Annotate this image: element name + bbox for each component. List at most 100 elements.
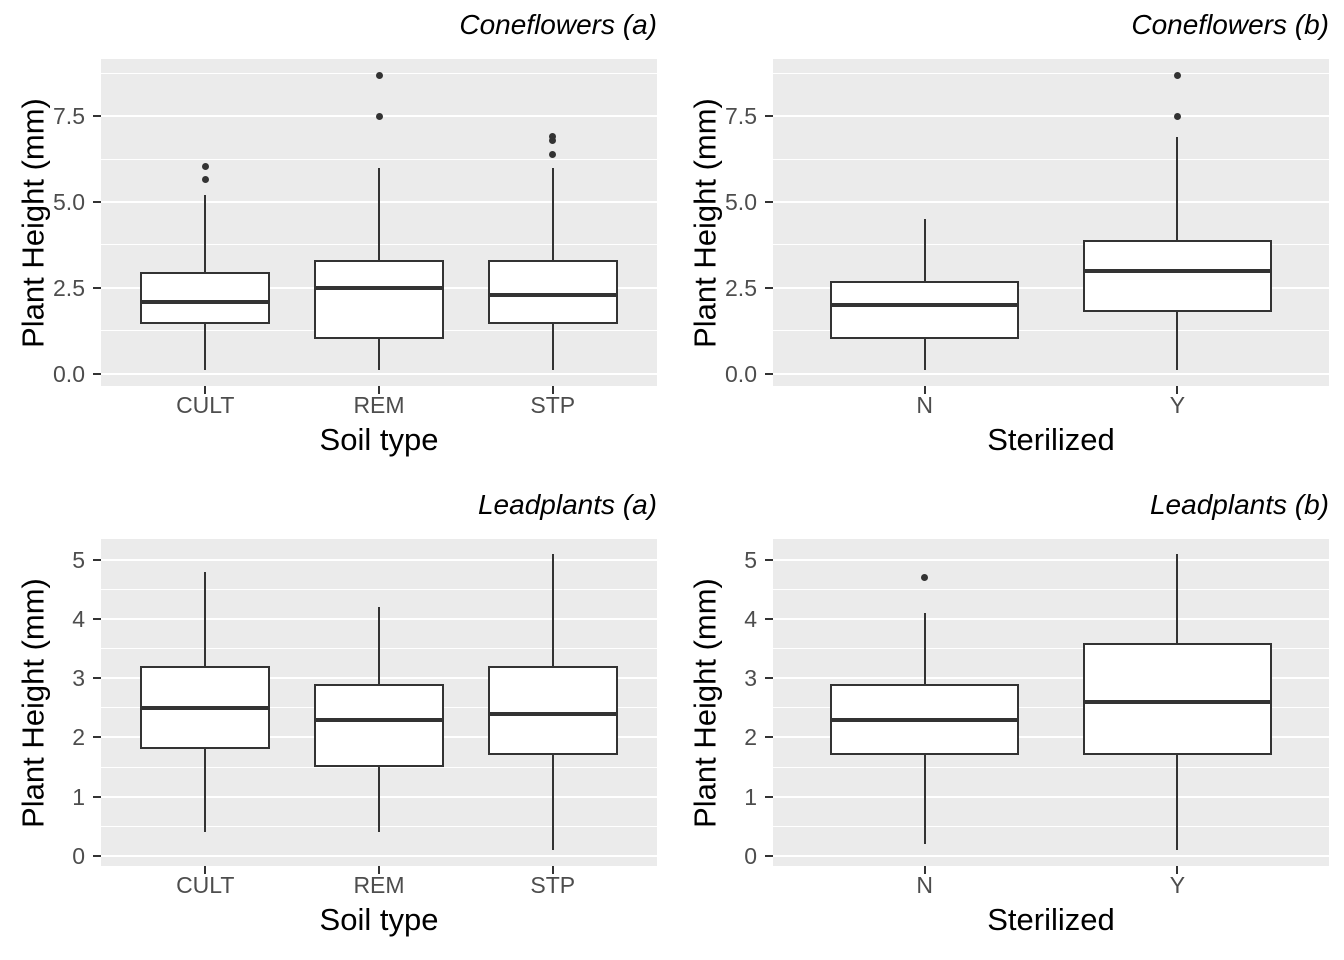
- median-line: [487, 711, 618, 716]
- y-axis-title: Plant Height (mm): [687, 578, 723, 828]
- median-line: [140, 299, 271, 304]
- median-line: [1082, 699, 1273, 704]
- median-line: [313, 285, 445, 290]
- y-tick-mark: [93, 201, 101, 204]
- x-axis-title: Soil type: [319, 422, 439, 457]
- gridline-major: [773, 617, 1329, 620]
- y-tick-label: 3: [72, 665, 85, 692]
- gridline-minor: [773, 158, 1329, 160]
- lower-whisker: [378, 767, 380, 833]
- gridline-minor: [773, 330, 1329, 332]
- box: [1082, 239, 1273, 312]
- upper-whisker: [551, 167, 554, 261]
- gridline-major: [773, 286, 1329, 289]
- panel-title: Coneflowers (a): [459, 9, 657, 40]
- x-tick-mark: [204, 386, 207, 394]
- x-tick-label: N: [916, 392, 933, 418]
- outlier-point: [549, 136, 557, 144]
- x-tick-label: Y: [1169, 392, 1186, 418]
- x-tick-label: STP: [530, 872, 576, 898]
- y-tick-mark: [765, 372, 773, 375]
- y-tick-mark: [93, 372, 101, 375]
- upper-whisker: [378, 167, 380, 261]
- outlier-point: [1173, 112, 1181, 120]
- x-tick-label: REM: [353, 872, 405, 898]
- x-axis-title: Sterilized: [987, 902, 1115, 937]
- outlier-point: [201, 162, 209, 170]
- y-tick-label: 7.5: [725, 103, 757, 130]
- box: [487, 666, 618, 756]
- y-tick-label: 0.0: [53, 360, 85, 387]
- y-tick-mark: [93, 736, 101, 739]
- upper-whisker: [1176, 553, 1179, 643]
- lower-whisker: [1176, 311, 1179, 371]
- outlier-point: [375, 71, 383, 79]
- panel-coneflowers-b: 0.0 2.5 5.0 7.5 N Y Coneflowers (b) Plant Hei…: [672, 0, 1344, 480]
- y-tick-label: 0.0: [725, 360, 757, 387]
- lower-whisker: [1176, 755, 1179, 850]
- gridline-major: [101, 558, 657, 561]
- gridline-minor: [773, 825, 1329, 827]
- median-line: [140, 705, 271, 710]
- y-tick-label: 5.0: [53, 189, 85, 216]
- gridline-major: [773, 677, 1329, 680]
- gridline-minor: [773, 72, 1329, 74]
- plot-area: 0 1 2 3 4 5 N Y: [672, 480, 1344, 960]
- gridline-minor: [773, 588, 1329, 590]
- x-tick-label: STP: [530, 392, 576, 418]
- y-tick-mark: [93, 115, 101, 118]
- median-line: [313, 717, 445, 722]
- gridline-minor: [101, 588, 657, 590]
- y-tick-mark: [765, 854, 773, 857]
- y-tick-mark: [93, 286, 101, 289]
- lower-whisker: [204, 323, 207, 371]
- panel-title: Coneflowers (b): [1131, 9, 1329, 40]
- x-tick-label: REM: [353, 392, 405, 418]
- panel-leadplants-a: 0 1 2 3 4 5 CULT REM STP Leadplants (a) Plant He…: [0, 480, 672, 960]
- x-tick-mark: [923, 386, 926, 394]
- gridline-minor: [773, 648, 1329, 650]
- gridline-major: [773, 372, 1329, 375]
- y-axis-title: Plant Height (mm): [15, 98, 51, 348]
- y-tick-label: 0: [744, 842, 757, 869]
- x-tick-label: CULT: [176, 872, 235, 898]
- panel-leadplants-b: 0 1 2 3 4 5 N Y Leadplants (b) Plant Height (mm…: [672, 480, 1344, 960]
- y-tick-label: 4: [72, 605, 85, 632]
- y-axis-title: Plant Height (mm): [15, 578, 51, 828]
- y-tick-label: 2.5: [725, 274, 757, 301]
- y-tick-mark: [93, 617, 101, 620]
- x-axis-title: Soil type: [319, 902, 439, 937]
- x-tick-mark: [551, 866, 554, 874]
- lower-whisker: [551, 755, 554, 850]
- gridline-minor: [101, 158, 657, 160]
- y-tick-mark: [765, 736, 773, 739]
- y-tick-mark: [93, 677, 101, 680]
- x-tick-mark: [923, 866, 926, 874]
- panel-coneflowers-a: 0.0 2.5 5.0 7.5 CULT REM STP Coneflowers (a) P…: [0, 0, 672, 480]
- y-tick-label: 0: [72, 842, 85, 869]
- outlier-point: [549, 133, 557, 141]
- x-tick-mark: [1176, 386, 1179, 394]
- y-tick-mark: [93, 854, 101, 857]
- gridline-major: [773, 854, 1329, 857]
- upper-whisker: [923, 219, 926, 281]
- lower-whisker: [923, 339, 926, 371]
- y-tick-label: 2.5: [53, 274, 85, 301]
- y-tick-mark: [765, 617, 773, 620]
- median-line: [829, 717, 1020, 722]
- lower-whisker: [923, 755, 926, 845]
- lower-whisker: [378, 339, 380, 371]
- upper-whisker: [204, 571, 207, 667]
- y-tick-label: 3: [744, 665, 757, 692]
- y-tick-label: 5: [72, 546, 85, 573]
- outlier-point: [1173, 71, 1181, 79]
- gridline-major: [773, 558, 1329, 561]
- upper-whisker: [1176, 136, 1179, 240]
- x-tick-mark: [378, 386, 380, 394]
- gridline-major: [101, 372, 657, 375]
- y-tick-label: 1: [72, 783, 85, 810]
- gridline-major: [101, 854, 657, 857]
- gridline-minor: [773, 766, 1329, 768]
- plot-area: 0.0 2.5 5.0 7.5 N Y: [672, 0, 1344, 480]
- y-tick-mark: [765, 115, 773, 118]
